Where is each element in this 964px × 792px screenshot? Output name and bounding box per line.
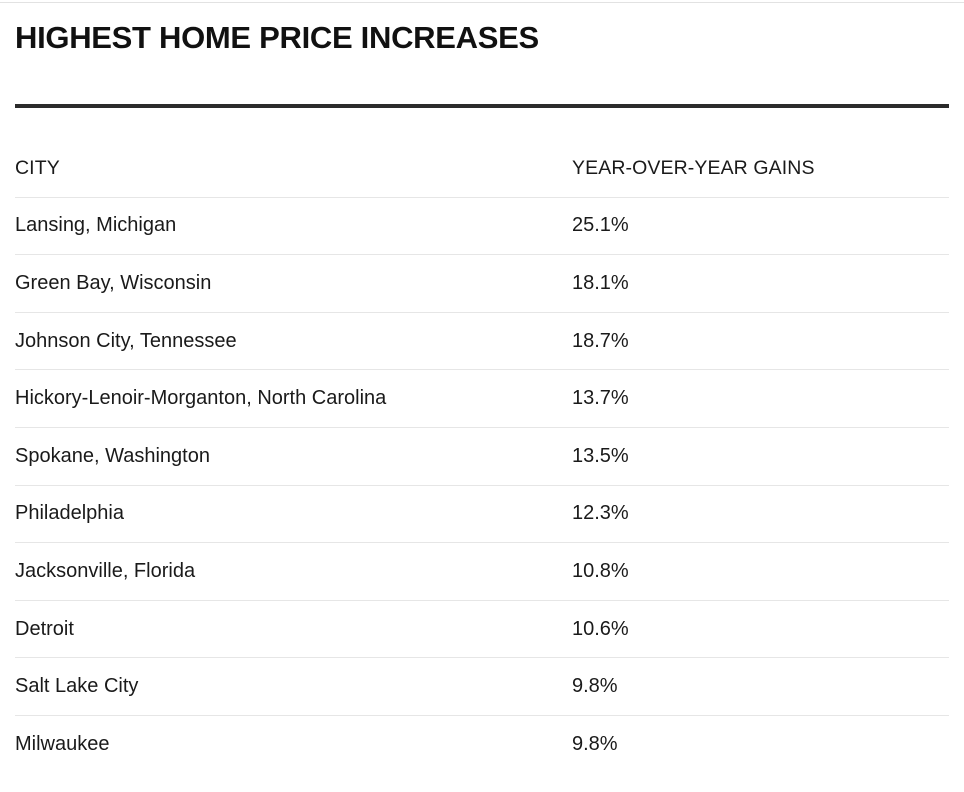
city-cell: Johnson City, Tennessee (15, 329, 237, 352)
gain-cell: 18.7% (572, 329, 629, 352)
table-row: Jacksonville, Florida 10.8% (15, 543, 949, 601)
table-row: Hickory-Lenoir-Morganton, North Carolina… (15, 370, 949, 428)
table-row: Johnson City, Tennessee 18.7% (15, 313, 949, 371)
table-row: Green Bay, Wisconsin 18.1% (15, 255, 949, 313)
column-header-gains: YEAR-OVER-YEAR GAINS (572, 156, 815, 179)
table-row: Lansing, Michigan 25.1% (15, 198, 949, 256)
city-cell: Detroit (15, 617, 74, 640)
page-title: HIGHEST HOME PRICE INCREASES (15, 20, 539, 55)
gain-cell: 18.1% (572, 271, 629, 294)
gain-cell: 13.7% (572, 387, 629, 410)
city-cell: Hickory-Lenoir-Morganton, North Carolina (15, 387, 387, 410)
table-row: Philadelphia 12.3% (15, 486, 949, 544)
city-cell: Jacksonville, Florida (15, 559, 196, 582)
table-row: Detroit 10.6% (15, 601, 949, 659)
gain-cell: 25.1% (572, 214, 629, 237)
column-header-city: CITY (15, 156, 60, 179)
city-cell: Milwaukee (15, 733, 110, 756)
gain-cell: 10.6% (572, 617, 629, 640)
price-increase-table: CITY YEAR-OVER-YEAR GAINS Lansing, Michi… (15, 140, 949, 774)
gain-cell: 12.3% (572, 502, 629, 525)
city-cell: Green Bay, Wisconsin (15, 271, 212, 294)
table-row: Salt Lake City 9.8% (15, 658, 949, 716)
top-divider (0, 2, 964, 3)
table-row: Spokane, Washington 13.5% (15, 428, 949, 486)
gain-cell: 9.8% (572, 733, 618, 756)
gain-cell: 10.8% (572, 559, 629, 582)
city-cell: Philadelphia (15, 502, 124, 525)
city-cell: Spokane, Washington (15, 444, 210, 467)
gain-cell: 9.8% (572, 675, 618, 698)
city-cell: Salt Lake City (15, 675, 139, 698)
title-divider (15, 104, 949, 108)
gain-cell: 13.5% (572, 444, 629, 467)
table-row: Milwaukee 9.8% (15, 716, 949, 774)
city-cell: Lansing, Michigan (15, 214, 177, 237)
table-header-row: CITY YEAR-OVER-YEAR GAINS (15, 140, 949, 198)
